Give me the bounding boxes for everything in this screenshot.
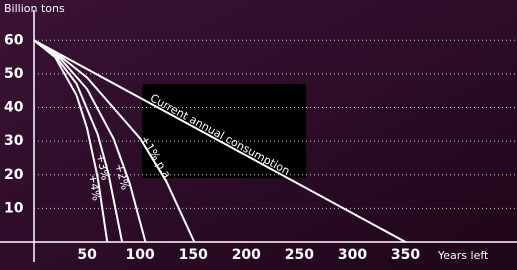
x-tick-label: 250 <box>285 247 314 263</box>
x-tick-label: 100 <box>126 247 155 263</box>
chart: Billion tons Years left 1020304050605010… <box>0 0 517 270</box>
y-tick-label: 40 <box>4 100 24 116</box>
x-axis-label: Years left <box>437 249 489 262</box>
y-tick-label: 30 <box>4 133 24 149</box>
x-tick-label: 300 <box>338 247 367 263</box>
y-tick-label: 10 <box>4 200 24 216</box>
x-tick-label: 50 <box>77 247 97 263</box>
y-tick-label: 50 <box>4 66 24 82</box>
y-tick-label: 60 <box>4 32 24 48</box>
x-tick-label: 150 <box>179 247 208 263</box>
x-tick-label: 200 <box>232 247 261 263</box>
y-tick-label: 20 <box>4 167 24 183</box>
x-tick-label: 350 <box>391 247 420 263</box>
